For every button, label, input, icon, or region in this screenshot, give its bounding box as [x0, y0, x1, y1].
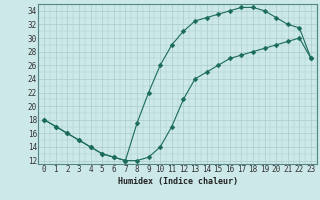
X-axis label: Humidex (Indice chaleur): Humidex (Indice chaleur) [118, 177, 238, 186]
